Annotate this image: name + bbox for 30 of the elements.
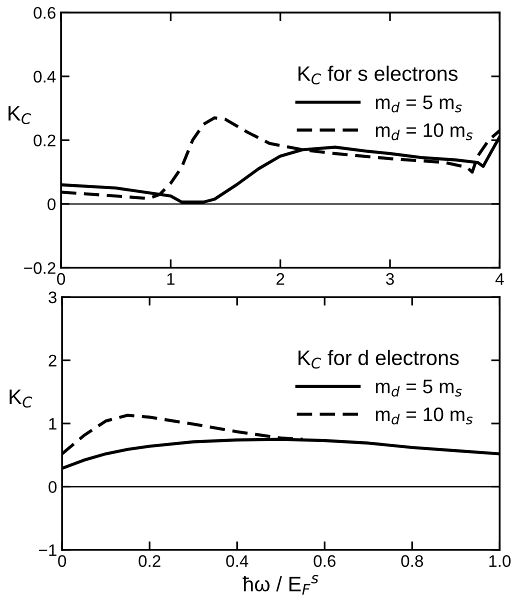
y-tick-label: 0 <box>48 481 57 493</box>
y-tick-label: −0.2 <box>24 262 56 274</box>
y-tick-label: 1 <box>49 418 56 430</box>
x-tick-label: 0.2 <box>138 555 160 567</box>
legend-label: m$_{d}$ = 10 m$_{s}$ <box>376 123 473 140</box>
x-tick-label: 1 <box>167 273 175 285</box>
y-axis-title: K$_{C}$ <box>10 390 32 408</box>
x-tick-label: 2 <box>276 273 284 285</box>
legend-label: m$_{d}$ = 5 m$_{s}$ <box>376 380 462 397</box>
y-axis-title: K$_{C}$ <box>8 106 32 124</box>
legend-label: m$_{d}$ = 5 m$_{s}$ <box>376 96 462 112</box>
x-tick-label: 0.8 <box>401 555 424 567</box>
legend-title: K$_{C}$ for s electrons <box>298 66 458 84</box>
x-tick-label: 0.6 <box>314 555 336 567</box>
y-tick-label: 3 <box>48 292 56 304</box>
x-tick-label: 4 <box>495 273 504 285</box>
legend-label: m$_{d}$ = 10 m$_{s}$ <box>376 407 473 424</box>
y-tick-label: −1 <box>39 544 56 556</box>
x-tick-label: 1.0 <box>489 555 511 567</box>
y-tick-label: 0 <box>48 198 56 210</box>
x-tick-label: 0 <box>57 273 66 285</box>
legend-title: K$_{C}$ for d electrons <box>298 350 459 369</box>
y-tick-label: 2 <box>48 354 56 366</box>
x-tick-label: 0 <box>58 555 66 567</box>
x-tick-label: 0.4 <box>226 555 248 567</box>
y-tick-label: 0.2 <box>34 134 56 146</box>
x-tick-label: 3 <box>386 273 394 285</box>
x-axis-title: ħω / E$_{F}$$^{s}$ <box>242 575 318 595</box>
y-tick-label: 0.6 <box>34 6 56 19</box>
y-tick-label: 0.4 <box>34 70 56 83</box>
